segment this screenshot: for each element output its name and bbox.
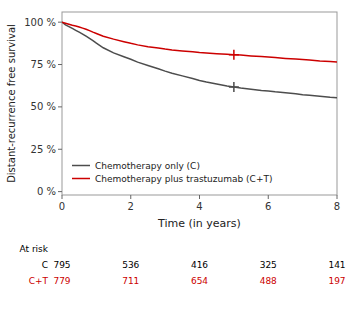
survival-curve bbox=[62, 22, 337, 62]
x-axis-label: Time (in years) bbox=[157, 217, 241, 230]
x-tick-label: 0 bbox=[59, 201, 65, 212]
censor-mark bbox=[229, 82, 239, 92]
legend-swatch bbox=[72, 178, 90, 180]
plot-area bbox=[62, 22, 337, 98]
y-axis-label: Distant-recurrence free survival bbox=[6, 24, 17, 183]
y-tick bbox=[58, 191, 62, 192]
legend-label: Chemotherapy plus trastuzumab (C+T) bbox=[95, 174, 272, 184]
at-risk-number: 779 bbox=[53, 276, 70, 286]
at-risk-number: 711 bbox=[122, 276, 139, 286]
y-tick-label: 100 % bbox=[24, 17, 56, 28]
plot-frame bbox=[62, 12, 337, 195]
x-tick-label: 4 bbox=[196, 201, 202, 212]
at-risk-number: 197 bbox=[328, 276, 345, 286]
at-risk-row-label: C+T bbox=[29, 276, 49, 286]
at-risk-number: 416 bbox=[191, 260, 208, 270]
y-tick bbox=[58, 64, 62, 65]
x-tick-label: 8 bbox=[334, 201, 340, 212]
at-risk-number: 488 bbox=[260, 276, 277, 286]
x-tick bbox=[130, 195, 131, 199]
chart: 0 % 25 % 50 % 75 % 100 % 0 2 4 6 8 Distant-recurre… bbox=[0, 0, 349, 325]
y-tick bbox=[58, 22, 62, 23]
at-risk-number: 536 bbox=[122, 260, 139, 270]
at-risk-number: 654 bbox=[191, 276, 208, 286]
censor-mark bbox=[229, 50, 239, 60]
legend-label: Chemotherapy only (C) bbox=[95, 161, 200, 171]
at-risk-number: 325 bbox=[260, 260, 277, 270]
at-risk-row-label: C bbox=[42, 260, 48, 270]
legend-box bbox=[67, 154, 277, 190]
y-tick-label: 50 % bbox=[31, 101, 56, 112]
y-tick-label: 25 % bbox=[31, 144, 56, 155]
y-tick-label: 75 % bbox=[31, 59, 56, 70]
y-tick-label: 0 % bbox=[37, 186, 56, 197]
at-risk-title: At risk bbox=[20, 244, 49, 254]
x-tick bbox=[199, 195, 200, 199]
x-tick-label: 2 bbox=[128, 201, 134, 212]
legend: Chemotherapy only (C) Chemotherapy plus t… bbox=[67, 154, 277, 190]
y-tick bbox=[58, 106, 62, 107]
legend-swatch bbox=[72, 165, 90, 167]
x-tick-label: 6 bbox=[265, 201, 271, 212]
at-risk-number: 795 bbox=[53, 260, 70, 270]
survival-curve bbox=[62, 22, 337, 98]
x-tick bbox=[62, 195, 63, 199]
at-risk-number: 141 bbox=[328, 260, 345, 270]
x-tick bbox=[337, 195, 338, 199]
y-tick bbox=[58, 149, 62, 150]
x-tick bbox=[268, 195, 269, 199]
